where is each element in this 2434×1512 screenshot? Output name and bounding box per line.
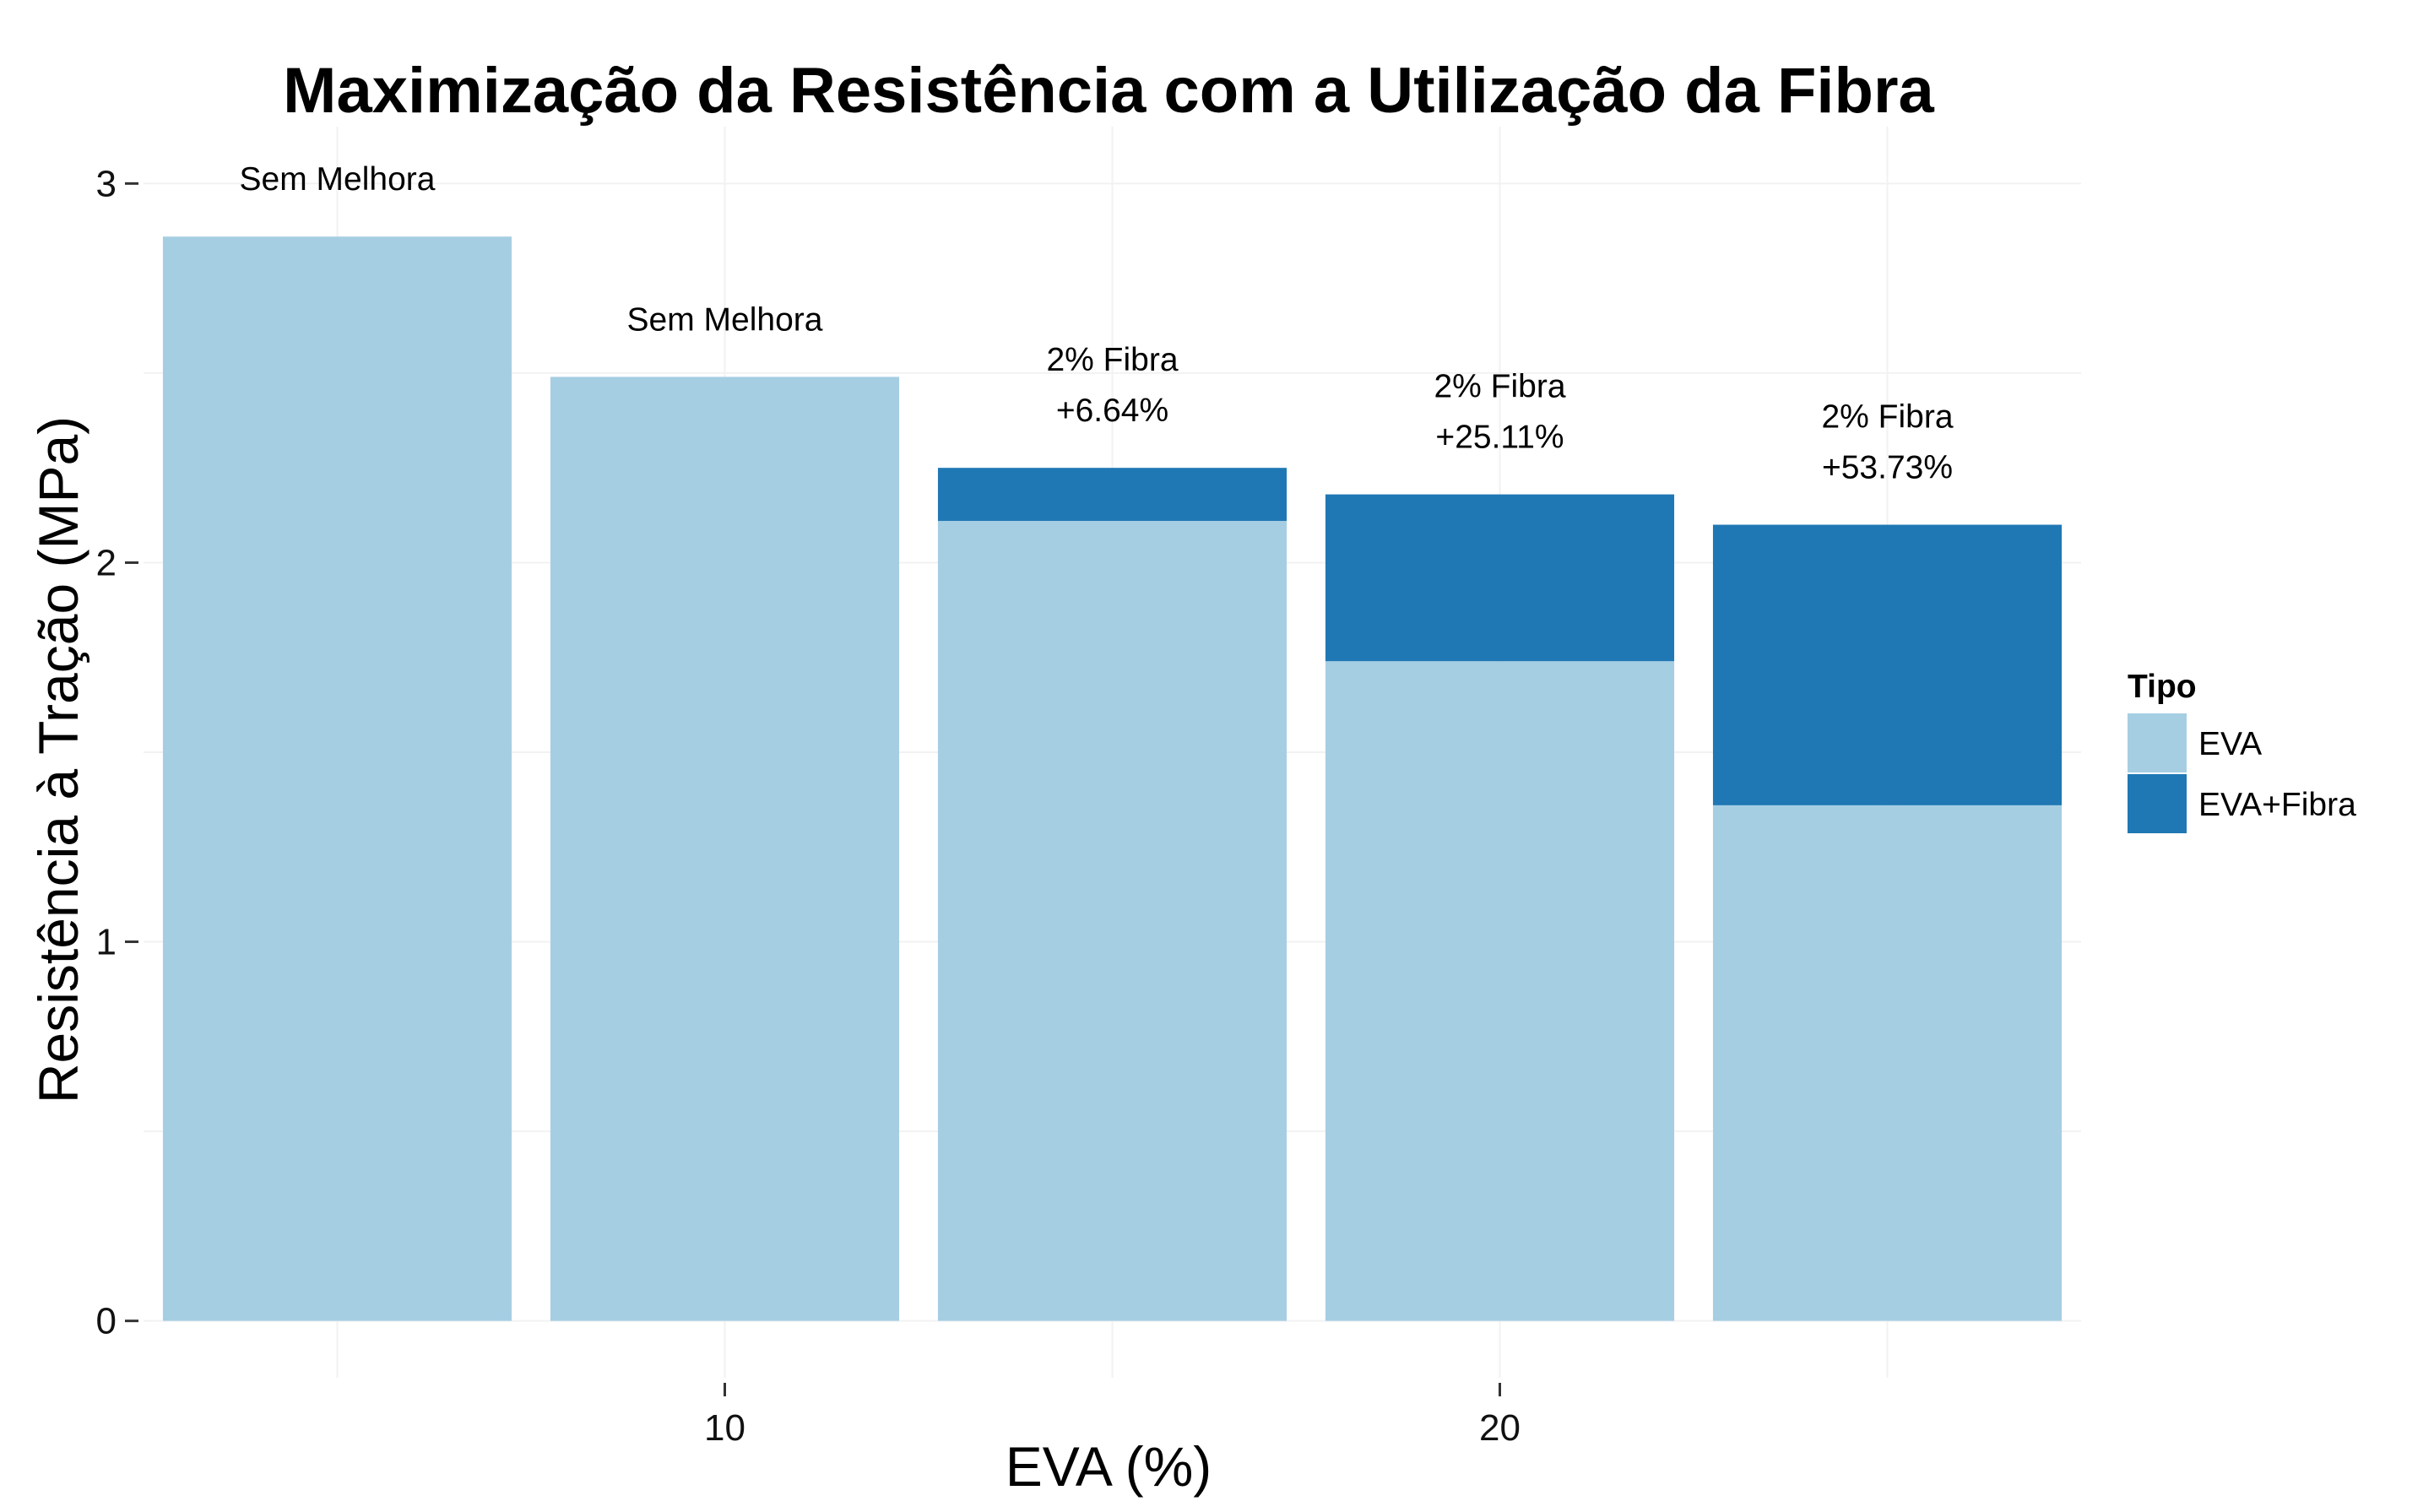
bar-annotation-label: 2% Fibra [1434,369,1565,405]
bar-annotation-label: Sem Melhora [240,161,436,198]
y-axis-title: Resistência à Tração (MPa) [27,416,89,1103]
legend-title: Tipo [2128,669,2197,705]
bar-eva-15 [937,521,1287,1321]
x-tick-label: 10 [704,1407,745,1449]
bar-annotation-label: 2% Fibra [1821,399,1953,436]
bar-eva-5 [162,236,512,1321]
bar-annotation-label: +6.64% [1056,393,1168,429]
bar-eva-fibra-20 [1325,494,1675,662]
bar-eva-25 [1712,805,2063,1321]
bar-annotation-label: 2% Fibra [1046,342,1178,378]
y-tick-label: 0 [96,1301,117,1342]
y-tick-label: 2 [96,542,117,583]
axes: 0 1 2 3 10 20 [96,163,1521,1449]
bar-annotation-label: Sem Melhora [627,301,823,338]
bars [162,236,2063,1321]
bar-eva-fibra-25 [1712,524,2063,805]
y-tick-label: 1 [96,922,117,963]
legend-swatch-eva [2128,713,2187,772]
bar-eva-10 [550,377,900,1321]
legend-swatch-eva-fibra [2128,774,2187,833]
x-tick-label: 20 [1479,1407,1521,1449]
y-tick-label: 3 [96,163,117,204]
legend: Tipo EVA EVA+Fibra [2128,669,2356,833]
chart-title: Maximização da Resistência com a Utiliza… [283,55,1934,127]
legend-label-eva: EVA [2198,726,2262,762]
bar-annotations: Sem Melhora Sem Melhora 2% Fibra +6.64% 2% F… [240,161,1954,485]
legend-label-eva-fibra: EVA+Fibra [2198,787,2356,823]
bar-annotation-label: +53.73% [1822,450,1953,486]
bar-annotation-label: +25.11% [1435,420,1564,456]
x-axis-title: EVA (%) [1006,1435,1212,1498]
bar-eva-20 [1325,661,1675,1321]
bar-eva-fibra-15 [937,468,1287,522]
